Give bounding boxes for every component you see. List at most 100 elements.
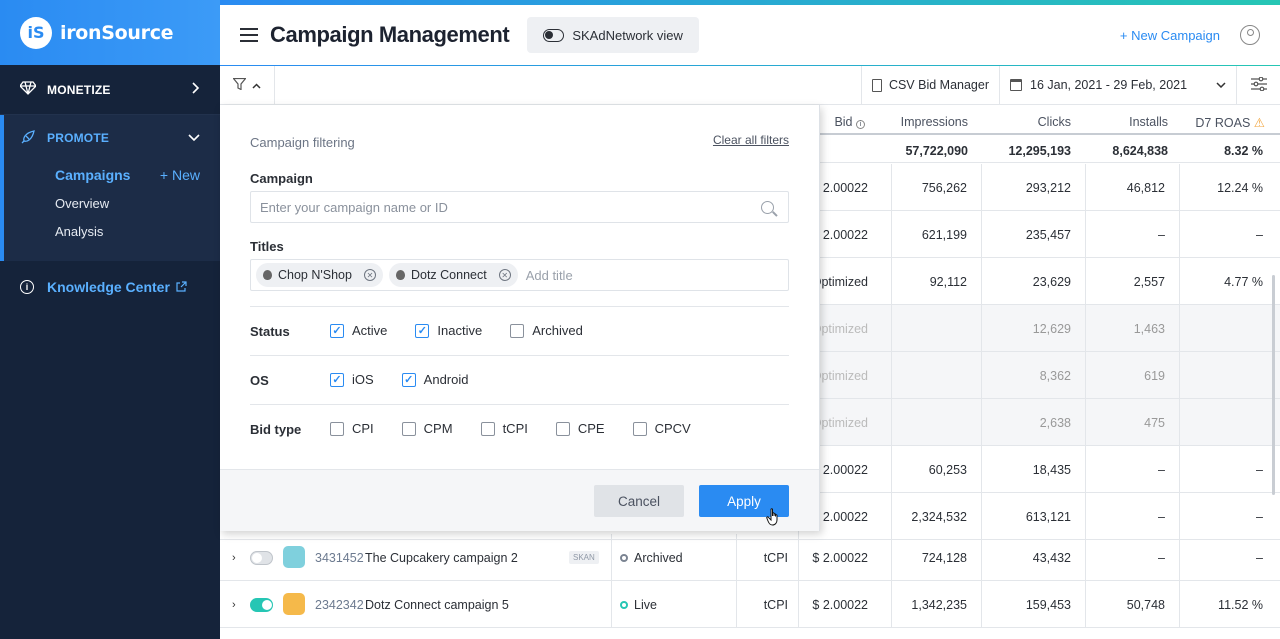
- os-filter-label: OS: [250, 373, 269, 388]
- brand-name: ironSource: [60, 21, 174, 44]
- bid-value[interactable]: $ 2.00022: [812, 597, 868, 612]
- table-row[interactable]: › 3431452 The Cupcakery campaign 2 SKAN …: [220, 534, 1280, 581]
- bid-type-option-cpm[interactable]: CPM: [401, 421, 453, 436]
- bid-value[interactable]: $ 2.00022: [812, 462, 868, 477]
- status-option-inactive[interactable]: ✓ Inactive: [415, 323, 482, 338]
- bid-type-option-tcpi[interactable]: tCPI: [480, 421, 528, 436]
- checkbox-checked-icon[interactable]: ✓: [330, 323, 344, 338]
- expand-chevron-icon[interactable]: ›: [232, 598, 236, 611]
- os-option-android[interactable]: ✓ Android: [401, 372, 468, 387]
- external-link-icon: [176, 279, 187, 295]
- clear-all-filters-link[interactable]: Clear all filters: [712, 133, 789, 147]
- table-row[interactable]: › 2342342 Dotz Connect campaign 5 Live t…: [220, 581, 1280, 628]
- nav-monetize[interactable]: MONETIZE: [0, 65, 220, 115]
- bid-value[interactable]: Optimized: [811, 321, 868, 336]
- bid-type-option-cpcv[interactable]: CPCV: [632, 421, 691, 436]
- new-campaign-link[interactable]: + New: [159, 167, 200, 183]
- vertical-scrollbar[interactable]: [1272, 275, 1275, 495]
- expand-chevron-icon[interactable]: ›: [232, 551, 236, 564]
- nav-promote-label: PROMOTE: [47, 131, 110, 145]
- date-range-picker[interactable]: 16 Jan, 2021 - 29 Feb, 2021: [999, 65, 1236, 105]
- checkbox-checked-icon[interactable]: ✓: [401, 372, 416, 387]
- cancel-button[interactable]: Cancel: [594, 485, 684, 517]
- bid-type-option-label: CPE: [577, 421, 605, 436]
- impressions: 2,324,532: [911, 509, 967, 524]
- clicks: 235,457: [1025, 227, 1071, 242]
- checkbox-icon[interactable]: [401, 421, 416, 436]
- title-chip-label: Dotz Connect: [410, 268, 487, 282]
- titles-input-field[interactable]: Chop N'Shop ✕ Dotz Connect ✕ Add title: [250, 259, 789, 291]
- bid-type-filter-label: Bid type: [250, 422, 302, 437]
- checkbox-icon[interactable]: [480, 421, 495, 436]
- remove-chip-icon[interactable]: ✕: [498, 269, 511, 281]
- status-option-label: Inactive: [437, 323, 483, 338]
- clicks: 43,432: [1032, 550, 1071, 565]
- apply-button[interactable]: Apply: [699, 485, 789, 517]
- installs: –: [1158, 462, 1165, 477]
- dotz-connect-app-icon: [283, 593, 305, 615]
- sidebar-item-campaigns[interactable]: Campaigns + New: [4, 161, 220, 189]
- campaign-name[interactable]: The Cupcakery campaign 2: [365, 550, 518, 565]
- column-header-impressions[interactable]: Impressions: [900, 115, 968, 129]
- installs: 475: [1144, 415, 1165, 430]
- bid-type-option-cpi[interactable]: CPI: [330, 421, 374, 436]
- bid-value[interactable]: $ 2.00022: [812, 509, 868, 524]
- column-header-installs[interactable]: Installs: [1129, 115, 1168, 129]
- funnel-icon: [232, 77, 247, 93]
- bid-value[interactable]: $ 2.00022: [812, 550, 868, 565]
- campaign-toggle[interactable]: [250, 598, 273, 612]
- sidebar-item-overview[interactable]: Overview: [4, 189, 220, 217]
- column-header-d7-roas[interactable]: D7 ROAS ⚠: [1195, 116, 1265, 130]
- campaign-search-field[interactable]: [250, 191, 789, 223]
- campaign-id[interactable]: 3431452: [315, 550, 364, 565]
- bid-type-option-label: tCPI: [502, 421, 528, 436]
- bid-value[interactable]: Optimized: [811, 368, 868, 383]
- filter-toggle-button[interactable]: [220, 65, 275, 105]
- brand-logo[interactable]: iS ironSource: [0, 0, 220, 65]
- menu-icon[interactable]: [240, 28, 258, 42]
- campaign-toggle[interactable]: [250, 551, 273, 565]
- csv-bid-manager-button[interactable]: CSV Bid Manager: [860, 65, 999, 105]
- installs: 2,557: [1133, 274, 1165, 289]
- checkbox-checked-icon[interactable]: ✓: [415, 323, 430, 338]
- bid-value[interactable]: $ 2.00022: [812, 180, 868, 195]
- status-option-active[interactable]: ✓ Active: [330, 323, 387, 338]
- bid-value[interactable]: Optimized: [811, 415, 868, 430]
- calendar-icon: [1010, 79, 1022, 91]
- skadnetwork-view-toggle[interactable]: SKAdNetwork view: [527, 17, 699, 53]
- installs: 619: [1144, 368, 1165, 383]
- campaign-id[interactable]: 2342342: [315, 597, 364, 612]
- remove-chip-icon[interactable]: ✕: [363, 269, 376, 281]
- sliders-icon: [1250, 76, 1267, 94]
- checkbox-checked-icon[interactable]: ✓: [330, 372, 344, 387]
- column-settings-button[interactable]: [1236, 65, 1280, 105]
- bid-value[interactable]: Optimized: [811, 274, 868, 289]
- d7-roas: [1180, 399, 1263, 446]
- column-header-bid[interactable]: Bid i: [825, 115, 865, 129]
- status-option-archived[interactable]: Archived: [510, 323, 583, 338]
- os-option-ios[interactable]: ✓ iOS: [330, 372, 374, 387]
- skan-badge: SKAN: [569, 551, 599, 564]
- checkbox-icon[interactable]: [330, 421, 344, 436]
- add-title-input[interactable]: Add title: [525, 267, 573, 283]
- checkbox-icon[interactable]: [555, 421, 570, 436]
- toggle-switch-icon: [543, 28, 565, 42]
- new-campaign-button[interactable]: + New Campaign: [1119, 27, 1220, 43]
- campaign-search-input[interactable]: [260, 199, 761, 215]
- info-icon: i: [856, 120, 865, 129]
- search-icon[interactable]: [761, 200, 774, 214]
- campaign-name[interactable]: Dotz Connect campaign 5: [365, 597, 509, 612]
- checkbox-icon[interactable]: [510, 323, 525, 338]
- bid-type-option-cpe[interactable]: CPE: [555, 421, 605, 436]
- knowledge-center-link[interactable]: i Knowledge Center: [0, 261, 220, 313]
- user-account-icon[interactable]: [1240, 25, 1260, 45]
- column-header-clicks[interactable]: Clicks: [1037, 115, 1071, 129]
- checkbox-icon[interactable]: [632, 421, 647, 436]
- bid-value[interactable]: $ 2.00022: [812, 227, 868, 242]
- nav-promote[interactable]: PROMOTE: [4, 115, 220, 161]
- chevron-right-icon: [192, 82, 200, 97]
- clicks: 293,212: [1025, 180, 1071, 195]
- sidebar-item-analysis[interactable]: Analysis: [4, 217, 220, 245]
- impressions: 756,262: [921, 180, 967, 195]
- sidebar-item-overview-label: Overview: [55, 195, 110, 211]
